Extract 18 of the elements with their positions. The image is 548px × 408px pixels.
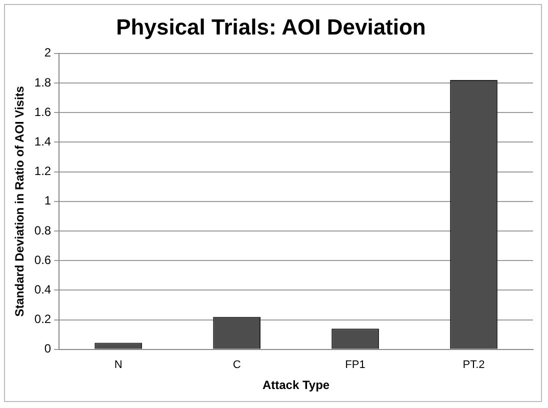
x-tick-label: PT.2 [462,359,485,372]
y-tick-label: 1.8 [34,75,52,90]
y-axis-title: Standard Deviation in Ratio of AOI Visits [12,86,27,317]
y-tick-label: 0.6 [34,252,52,267]
x-tick-label: C [232,359,241,372]
chart-title: Physical Trials: AOI Deviation [116,14,426,40]
x-tick-label: N [114,359,122,372]
y-tick-label: 0.4 [34,282,52,297]
x-tick-label: FP1 [345,359,366,372]
x-axis-title: Attack Type [262,378,330,392]
y-tick-label: 0.2 [34,312,52,326]
y-tick-label: 1 [44,194,52,208]
y-tick-label: 1.6 [34,104,52,119]
y-tick-label: 0.8 [34,223,52,238]
y-tick-label: 1.4 [34,134,52,149]
y-tick-label: 1.2 [34,164,52,178]
y-tick-label: 0 [44,342,52,356]
y-tick-label: 2 [44,46,52,60]
